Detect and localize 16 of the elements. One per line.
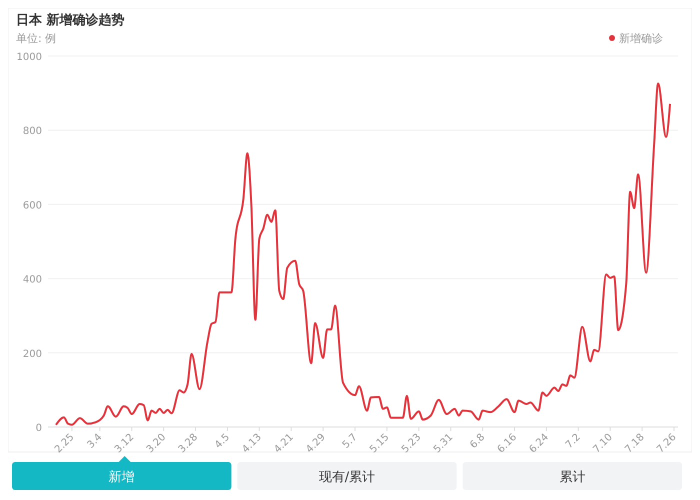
tab-button: 现有/累计: [237, 462, 457, 490]
chart-title: 日本 新增确诊趋势: [16, 12, 125, 28]
legend-label: 新增确诊: [619, 32, 663, 45]
chart-subtitle: 单位: 例: [16, 32, 56, 45]
y-tick-label: 1000: [16, 52, 42, 63]
y-tick-label: 600: [22, 200, 42, 212]
x-tick-label: 7.2: [564, 432, 583, 451]
x-tick-label: 4.5: [213, 432, 232, 451]
x-tick-label: 5.7: [340, 432, 360, 451]
y-tick-label: 800: [22, 126, 42, 138]
tab-button: 累计: [462, 462, 682, 490]
x-tick-label: 6.8: [468, 432, 488, 451]
y-tick-label: 400: [22, 274, 42, 286]
x-tick-label: 3.4: [85, 432, 104, 451]
y-tick-label: 200: [22, 348, 42, 360]
y-tick-label: 0: [36, 423, 42, 434]
